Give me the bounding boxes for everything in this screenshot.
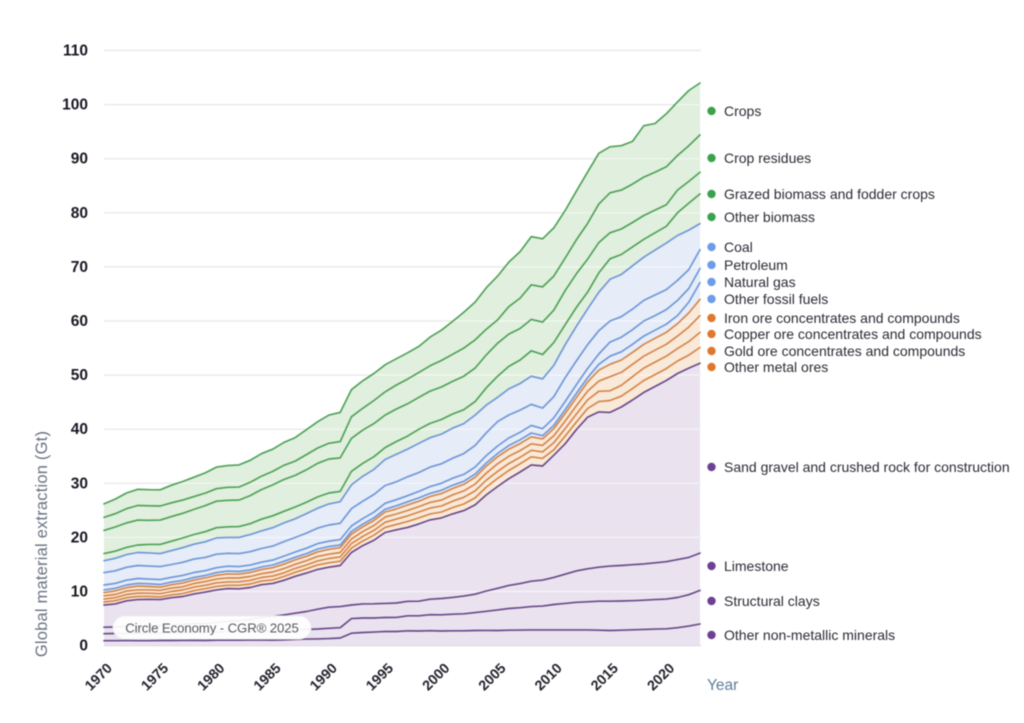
svg-text:Crops: Crops	[724, 103, 761, 119]
svg-text:80: 80	[71, 205, 88, 222]
svg-text:Grazed biomass and fodder crop: Grazed biomass and fodder crops	[724, 186, 935, 202]
svg-text:90: 90	[71, 151, 88, 168]
svg-text:Other metal ores: Other metal ores	[724, 359, 828, 375]
svg-text:Other non-metallic minerals: Other non-metallic minerals	[724, 627, 895, 643]
svg-text:100: 100	[62, 97, 88, 114]
svg-text:10: 10	[71, 584, 88, 601]
svg-text:40: 40	[71, 421, 88, 438]
svg-text:Crop residues: Crop residues	[724, 150, 811, 166]
svg-text:20: 20	[71, 529, 88, 546]
svg-text:Gold ore concentrates and comp: Gold ore concentrates and compounds	[724, 343, 965, 359]
svg-text:60: 60	[71, 313, 88, 330]
svg-text:50: 50	[71, 367, 88, 384]
svg-text:Sand gravel and crushed rock f: Sand gravel and crushed rock for constru…	[724, 459, 1010, 475]
svg-text:Copper ore concentrates and co: Copper ore concentrates and compounds	[724, 326, 982, 342]
svg-text:Iron ore concentrates and comp: Iron ore concentrates and compounds	[724, 310, 960, 326]
svg-text:Circle Economy - CGR® 2025: Circle Economy - CGR® 2025	[125, 621, 298, 636]
svg-text:Petroleum: Petroleum	[724, 257, 788, 273]
svg-text:0: 0	[79, 638, 88, 655]
svg-text:Other fossil fuels: Other fossil fuels	[724, 291, 828, 307]
svg-text:110: 110	[63, 43, 88, 60]
svg-text:Structural clays: Structural clays	[724, 593, 820, 609]
svg-text:Coal: Coal	[724, 239, 753, 255]
svg-text:30: 30	[71, 475, 88, 492]
svg-text:Year: Year	[707, 677, 738, 694]
svg-text:Global material extraction (Gt: Global material extraction (Gt)	[33, 431, 51, 657]
svg-text:70: 70	[71, 259, 88, 276]
svg-text:Limestone: Limestone	[724, 558, 789, 574]
svg-text:Natural gas: Natural gas	[724, 274, 796, 290]
svg-text:Other biomass: Other biomass	[724, 209, 815, 225]
